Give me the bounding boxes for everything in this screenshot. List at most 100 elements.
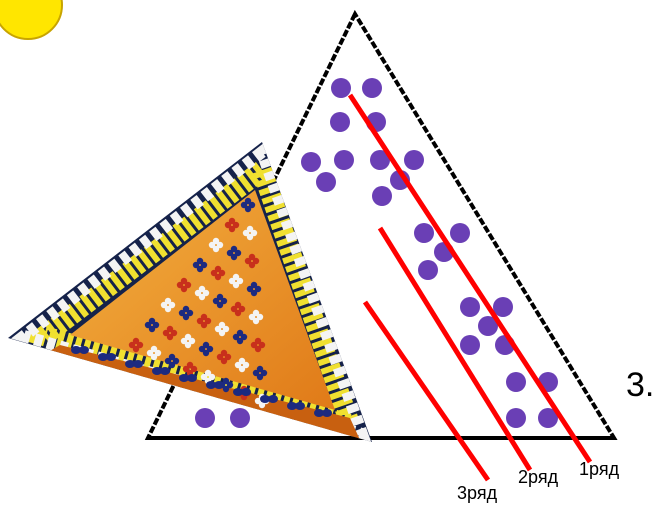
bead: [414, 223, 434, 243]
photo-bead: [180, 337, 188, 345]
photo-bead: [230, 245, 238, 253]
photo-bead: [128, 341, 136, 349]
photo-bead: [241, 388, 251, 396]
photo-bead: [132, 337, 140, 345]
photo-bead: [154, 349, 162, 357]
photo-bead: [164, 305, 172, 313]
photo-bead: [206, 345, 214, 353]
photo-bead: [166, 325, 174, 333]
photo-bead: [198, 293, 206, 301]
photo-bead: [244, 205, 252, 213]
photo-bead: [230, 305, 238, 313]
bead: [370, 150, 390, 170]
photo-bead: [242, 229, 250, 237]
photo-bead: [133, 360, 143, 368]
photo-bead: [218, 269, 226, 277]
photo-bead: [252, 309, 260, 317]
photo-bead: [216, 293, 224, 301]
photo-bead: [150, 345, 158, 353]
photo-bead: [208, 373, 216, 381]
photo-bead: [228, 217, 236, 225]
photo-bead: [228, 225, 236, 233]
photo-bead: [222, 377, 230, 385]
row-2-label: 2ряд: [518, 467, 559, 487]
bead: [478, 316, 498, 336]
photo-bead: [179, 374, 189, 382]
photo-bead: [166, 333, 174, 341]
photo-bead: [248, 313, 256, 321]
row-3-label: 3ряд: [457, 483, 498, 503]
bead: [330, 112, 350, 132]
photo-bead: [232, 333, 240, 341]
photo-bead: [198, 345, 206, 353]
photo-bead: [248, 253, 256, 261]
photo-bead: [250, 281, 258, 289]
photo-bead: [182, 313, 190, 321]
bead: [506, 372, 526, 392]
photo-bead: [200, 373, 208, 381]
photo-bead: [248, 261, 256, 269]
photo-bead: [236, 277, 244, 285]
photo-bead: [238, 365, 246, 373]
photo-bead: [152, 321, 160, 329]
photo-bead: [226, 381, 234, 389]
photo-bead: [218, 329, 226, 337]
photo-bead: [236, 329, 244, 337]
photo-bead: [240, 201, 248, 209]
photo-bead: [136, 341, 144, 349]
photo-bead: [234, 309, 242, 317]
photo-bead: [314, 409, 324, 417]
bead: [331, 78, 351, 98]
photo-bead: [220, 349, 228, 357]
photo-bead: [194, 289, 202, 297]
photo-bead: [208, 241, 216, 249]
photo-bead: [150, 353, 158, 361]
photo-bead: [178, 309, 186, 317]
photo-bead: [238, 357, 246, 365]
photo-bead: [250, 229, 258, 237]
photo-bead: [170, 329, 178, 337]
photo-bead: [258, 401, 266, 409]
photo-bead: [230, 253, 238, 261]
photo-bead: [258, 341, 266, 349]
photo-bead: [176, 281, 184, 289]
sun-icon: [0, 0, 63, 40]
photo-bead: [268, 395, 278, 403]
photo-bead: [260, 369, 268, 377]
photo-bead: [222, 325, 230, 333]
photo-bead: [212, 237, 220, 245]
photo-bead: [295, 402, 305, 410]
photo-bead: [254, 285, 262, 293]
photo-bead: [246, 233, 254, 241]
photo-bead: [252, 369, 260, 377]
photo-bead: [252, 257, 260, 265]
photo-bead: [184, 281, 192, 289]
photo-bead: [254, 337, 262, 345]
photo-bead: [187, 374, 197, 382]
row-3-line: [362, 300, 491, 482]
photo-bead: [168, 301, 176, 309]
photo-bead: [98, 353, 108, 361]
photo-bead: [71, 346, 81, 354]
bead: [493, 297, 513, 317]
photo-bead: [236, 337, 244, 345]
photo-bead: [146, 349, 154, 357]
photo-bead: [250, 341, 258, 349]
photo-bead: [240, 333, 248, 341]
photo-bead: [168, 353, 176, 361]
photo-bead: [232, 273, 240, 281]
photo-bead: [204, 317, 212, 325]
photo-bead: [250, 289, 258, 297]
bead: [460, 297, 480, 317]
photo-bead: [228, 277, 236, 285]
photo-bead: [224, 221, 232, 229]
photo-bead: [160, 367, 170, 375]
photo-bead: [212, 245, 220, 253]
bead: [334, 150, 354, 170]
photo-bead: [287, 402, 297, 410]
photo-bead: [254, 397, 262, 405]
photo-bead: [188, 337, 196, 345]
photo-bead: [200, 261, 208, 269]
bead: [404, 150, 424, 170]
photo-bead: [242, 361, 250, 369]
